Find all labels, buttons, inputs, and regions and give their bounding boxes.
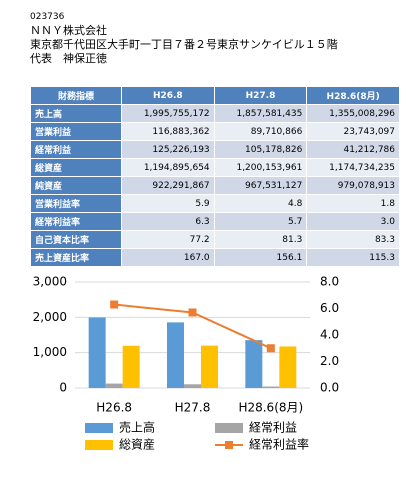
cell: 116,883,362 [121,122,215,141]
table-row: 経常利益 125,226,193 105,178,826 41,212,786 [30,140,400,159]
address: 東京都千代田区大手町一丁目７番２号東京サンケイビル１５階 [30,38,338,51]
legend-swatch [85,423,113,433]
cell: 922,291,867 [121,176,215,195]
bar [262,386,280,388]
table-row: 営業利益率 5.9 4.8 1.8 [30,194,400,213]
bar [167,322,184,388]
financial-table: 財務指標 H26.8 H27.8 H28.6(8月) 売上高 1,995,755,172 1… [30,86,400,267]
representative: 代表 神保正徳 [30,52,107,65]
cell: 83.3 [306,230,400,249]
line-marker [110,300,119,309]
cell: 5.7 [213,212,308,231]
legend-label: 売上高 [119,420,155,435]
cell: 1,200,153,961 [213,158,308,177]
y2-tick-label: 2.0 [320,354,339,368]
cell: 167.0 [121,248,215,267]
line-marker [188,308,197,317]
bar [122,345,140,388]
company: ＮＮＹ株式会社 [30,24,107,37]
column-header: H27.8 [213,86,308,105]
y2-tick-label: 0.0 [320,381,339,395]
cell: 967,531,127 [213,176,308,195]
header: 023736 ＮＮＹ株式会社 東京都千代田区大手町一丁目７番２号東京サンケイビル… [30,10,338,66]
cell: 1,995,755,172 [121,104,215,123]
table-row: 経常利益率 6.3 5.7 3.0 [30,212,400,231]
legend-label: 経常利益率 [249,437,309,452]
line-marker [266,344,275,353]
cell: 1,355,008,296 [306,104,400,123]
header-row: 財務指標 H26.8 H27.8 H28.6(8月) [30,86,400,105]
y-tick-label: 1,000 [33,345,67,359]
cell: 1,857,581,435 [213,104,308,123]
bar [88,317,106,388]
row-header: 総資産 [30,158,122,177]
cell: 3.0 [306,212,400,231]
legend-swatch [215,423,243,433]
cell: 5.9 [121,194,215,213]
row-header: 売上資産比率 [30,248,122,267]
row-header: 売上高 [30,104,122,123]
x-tick-label: H28.6(8月) [238,401,303,415]
cell: 77.2 [121,230,215,249]
cell: 1.8 [306,194,400,213]
row-header: 経常利益 [30,140,122,159]
y2-tick-label: 4.0 [320,328,339,342]
bar [201,345,218,388]
y-tick-label: 3,000 [33,275,67,289]
code: 023736 [30,12,65,22]
bar [184,384,201,388]
y-tick-label: 2,000 [33,310,67,324]
legend-label: 経常利益 [249,421,297,435]
y-tick-label: 0 [59,381,67,395]
column-header: H28.6(8月) [306,86,400,105]
table-row: 売上高 1,995,755,172 1,857,581,435 1,355,008,2… [30,104,400,123]
cell: 41,212,786 [306,140,400,159]
cell: 1,194,895,654 [121,158,215,177]
row-header: 営業利益 [30,122,122,141]
row-header: 自己資本比率 [30,230,122,249]
cell: 89,710,866 [213,122,308,141]
table-row: 売上資産比率 167.0 156.1 115.3 [30,248,400,267]
cell: 4.8 [213,194,308,213]
cell: 6.3 [121,212,215,231]
legend-swatch [85,440,113,450]
bar [279,346,297,388]
cell: 1,174,734,235 [306,158,400,177]
y2-tick-label: 6.0 [320,301,339,315]
cell: 125,226,193 [121,140,215,159]
cell: 23,743,097 [306,122,400,141]
table-row: 純資産 922,291,867 967,531,127 979,078,913 [30,176,400,195]
column-header: 財務指標 [30,86,122,105]
row-header: 純資産 [30,176,122,195]
column-header: H26.8 [121,86,215,105]
x-tick-label: H26.8 [96,401,132,415]
table-row: 自己資本比率 77.2 81.3 83.3 [30,230,400,249]
x-tick-label: H27.8 [175,401,211,415]
cell: 115.3 [306,248,400,267]
chart: 0 1,000 2,000 3,000 0.0 2.0 4.0 6.0 8.0 H26.8 H27.… [33,275,339,452]
bar [105,383,123,388]
bar [245,340,263,388]
table-row: 総資産 1,194,895,654 1,200,153,961 1,174,734,2… [30,158,400,177]
table-row: 営業利益 116,883,362 89,710,866 23,743,097 [30,122,400,141]
cell: 156.1 [213,248,308,267]
cell: 979,078,913 [306,176,400,195]
row-header: 経常利益率 [30,212,122,231]
cell: 105,178,826 [213,140,308,159]
cell: 81.3 [213,230,308,249]
legend-label: 総資産 [119,437,155,452]
y2-tick-label: 8.0 [320,275,339,289]
row-header: 営業利益率 [30,194,122,213]
legend-marker [225,441,233,449]
